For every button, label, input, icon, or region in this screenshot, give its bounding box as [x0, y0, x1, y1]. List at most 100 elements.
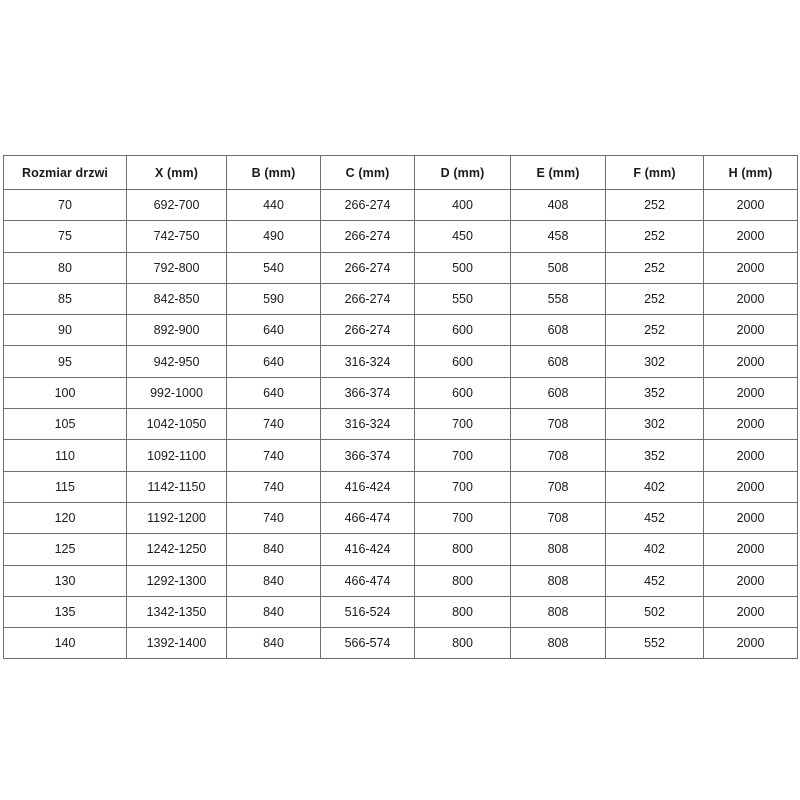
table-cell: 490: [226, 220, 321, 253]
table-cell: 440: [226, 188, 321, 222]
table-cell: 2000: [703, 408, 798, 441]
table-cell-door-size: 70: [3, 188, 127, 222]
table-cell-door-size: 95: [3, 345, 127, 378]
table-cell: 366-374: [320, 376, 415, 410]
table-cell: 1092-1100: [126, 439, 227, 472]
table-cell: 640: [226, 345, 321, 378]
table-cell: 2000: [703, 188, 798, 222]
table-cell: 452: [605, 564, 704, 597]
table-cell: 408: [510, 188, 606, 222]
table-row: 110 1092-1100 740 366-374 700 708 352 2000: [3, 439, 798, 472]
spec-table-container: Rozmiar drzwi X (mm) B (mm) C (mm) D (mm…: [3, 155, 798, 660]
column-header-b: B (mm): [226, 155, 321, 190]
table-cell: 266-274: [320, 282, 415, 316]
table-cell: 1042-1050: [126, 408, 227, 441]
table-body: 70 692-700 440 266-274 400 408 252 2000 75 742-75…: [3, 188, 798, 660]
table-cell: 2000: [703, 220, 798, 253]
table-cell: 266-274: [320, 188, 415, 222]
table-cell: 808: [510, 564, 606, 597]
column-header-f: F (mm): [605, 155, 704, 190]
table-cell: 402: [605, 470, 704, 503]
column-header-rozmiar-drzwi: Rozmiar drzwi: [3, 155, 127, 190]
table-cell: 608: [510, 345, 606, 378]
table-row: 120 1192-1200 740 466-474 700 708 452 2000: [3, 501, 798, 535]
table-cell: 1342-1350: [126, 595, 227, 629]
table-cell: 640: [226, 314, 321, 347]
table-cell: 450: [414, 220, 511, 253]
table-cell: 600: [414, 314, 511, 347]
table-header-row: Rozmiar drzwi X (mm) B (mm) C (mm) D (mm…: [3, 155, 798, 190]
table-cell: 516-524: [320, 595, 415, 629]
table-cell: 458: [510, 220, 606, 253]
table-cell: 452: [605, 501, 704, 535]
column-header-h: H (mm): [703, 155, 798, 190]
table-cell-door-size: 135: [3, 595, 127, 629]
table-cell: 302: [605, 408, 704, 441]
table-cell: 692-700: [126, 188, 227, 222]
table-cell: 600: [414, 345, 511, 378]
table-cell: 808: [510, 533, 606, 566]
table-cell: 708: [510, 470, 606, 503]
table-cell: 550: [414, 282, 511, 316]
table-cell: 800: [414, 595, 511, 629]
table-cell-door-size: 140: [3, 627, 127, 660]
table-cell: 1292-1300: [126, 564, 227, 597]
table-cell: 800: [414, 627, 511, 660]
table-cell: 416-424: [320, 533, 415, 566]
table-cell: 792-800: [126, 251, 227, 284]
table-row: 95 942-950 640 316-324 600 608 302 2000: [3, 345, 798, 378]
table-cell: 566-574: [320, 627, 415, 660]
table-cell: 2000: [703, 564, 798, 597]
table-cell: 892-900: [126, 314, 227, 347]
column-header-e: E (mm): [510, 155, 606, 190]
table-cell: 1392-1400: [126, 627, 227, 660]
table-cell: 590: [226, 282, 321, 316]
table-cell: 466-474: [320, 501, 415, 535]
table-cell-door-size: 105: [3, 408, 127, 441]
table-cell: 740: [226, 439, 321, 472]
table-cell: 266-274: [320, 314, 415, 347]
table-cell-door-size: 115: [3, 470, 127, 503]
table-cell: 608: [510, 376, 606, 410]
table-cell: 608: [510, 314, 606, 347]
table-cell: 700: [414, 408, 511, 441]
table-cell: 558: [510, 282, 606, 316]
table-cell: 840: [226, 595, 321, 629]
table-cell: 352: [605, 376, 704, 410]
column-header-d: D (mm): [414, 155, 511, 190]
table-row: 125 1242-1250 840 416-424 800 808 402 2000: [3, 533, 798, 566]
table-cell: 992-1000: [126, 376, 227, 410]
table-cell: 808: [510, 595, 606, 629]
table-cell: 252: [605, 251, 704, 284]
table-row: 70 692-700 440 266-274 400 408 252 2000: [3, 188, 798, 222]
table-cell: 700: [414, 501, 511, 535]
table-cell: 1142-1150: [126, 470, 227, 503]
table-row: 90 892-900 640 266-274 600 608 252 2000: [3, 314, 798, 347]
table-cell: 742-750: [126, 220, 227, 253]
table-cell: 840: [226, 627, 321, 660]
table-cell-door-size: 90: [3, 314, 127, 347]
table-cell-door-size: 75: [3, 220, 127, 253]
table-cell: 352: [605, 439, 704, 472]
table-cell: 800: [414, 533, 511, 566]
table-cell: 508: [510, 251, 606, 284]
table-cell: 266-274: [320, 220, 415, 253]
table-row: 135 1342-1350 840 516-524 800 808 502 2000: [3, 595, 798, 629]
table-cell-door-size: 120: [3, 501, 127, 535]
table-row: 80 792-800 540 266-274 500 508 252 2000: [3, 251, 798, 284]
table-cell: 708: [510, 501, 606, 535]
table-cell: 840: [226, 533, 321, 566]
table-row: 105 1042-1050 740 316-324 700 708 302 2000: [3, 408, 798, 441]
table-cell: 842-850: [126, 282, 227, 316]
table-cell: 2000: [703, 314, 798, 347]
table-cell: 2000: [703, 439, 798, 472]
table-cell: 2000: [703, 376, 798, 410]
table-cell: 540: [226, 251, 321, 284]
table-cell: 366-374: [320, 439, 415, 472]
table-cell-door-size: 85: [3, 282, 127, 316]
table-cell: 252: [605, 282, 704, 316]
table-cell: 800: [414, 564, 511, 597]
table-cell-door-size: 125: [3, 533, 127, 566]
table-cell-door-size: 110: [3, 439, 127, 472]
